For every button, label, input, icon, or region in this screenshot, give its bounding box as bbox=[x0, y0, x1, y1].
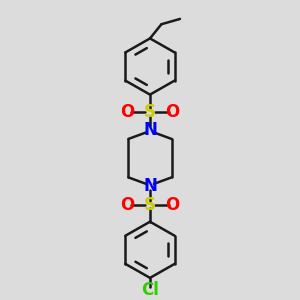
Text: O: O bbox=[120, 103, 135, 121]
Text: S: S bbox=[144, 103, 156, 121]
Text: O: O bbox=[165, 196, 180, 214]
Text: O: O bbox=[165, 103, 180, 121]
Text: N: N bbox=[143, 177, 157, 195]
Text: S: S bbox=[144, 196, 156, 214]
Text: Cl: Cl bbox=[141, 281, 159, 299]
Text: O: O bbox=[120, 196, 135, 214]
Text: N: N bbox=[143, 121, 157, 139]
